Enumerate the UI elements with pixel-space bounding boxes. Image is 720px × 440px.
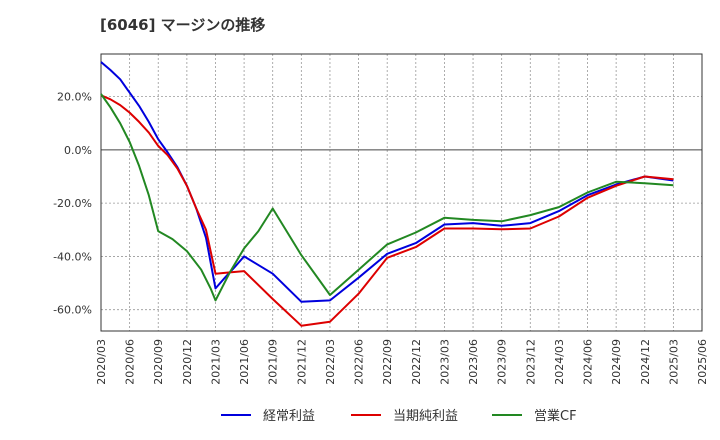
x-tick-label: 2020/09 (152, 339, 165, 385)
legend-label-2: 当期純利益 (393, 409, 458, 424)
y-tick-labels: 20.0% 0.0% -20.0% -40.0% -60.0% (53, 91, 92, 317)
x-tick-label: 2024/03 (553, 339, 566, 385)
x-tick-label: 2023/03 (438, 339, 451, 385)
y-tick-label: 20.0% (57, 91, 92, 104)
x-tick-label: 2023/06 (467, 339, 480, 385)
x-tick-label: 2020/03 (95, 339, 108, 385)
y-tick-label: -20.0% (53, 197, 92, 210)
x-tick-label: 2025/06 (696, 339, 709, 385)
x-tick-label: 2025/03 (667, 339, 680, 385)
x-tick-labels: 2020/03 2020/06 2020/09 2020/12 2021/03 2021/… (95, 339, 709, 385)
x-tick-label: 2024/12 (639, 339, 652, 385)
series-line-3 (100, 93, 674, 302)
y-tick-label: 0.0% (64, 144, 92, 157)
x-tick-label: 2022/03 (324, 339, 337, 385)
grid-layer (100, 54, 703, 331)
legend-label-3: 営業CF (534, 408, 577, 424)
series-line-2 (100, 94, 674, 327)
x-tick-label: 2022/06 (353, 339, 366, 385)
x-tick-label: 2021/06 (238, 339, 251, 385)
x-tick-label: 2021/12 (295, 339, 308, 385)
y-tick-label: -40.0% (53, 250, 92, 263)
series-line-1 (100, 61, 674, 303)
x-tick-label: 2023/09 (496, 339, 509, 385)
x-tick-label: 2021/09 (267, 339, 280, 385)
x-tick-label: 2024/09 (610, 339, 623, 385)
series-layer (100, 61, 674, 327)
x-tick-label: 2024/06 (582, 339, 595, 385)
x-tick-label: 2022/12 (410, 339, 423, 385)
x-tick-label: 2020/06 (124, 339, 137, 385)
chart-legend: 経常利益 当期純利益 営業CF (221, 408, 577, 424)
plot-area-border (100, 53, 703, 332)
axis-layer (100, 53, 703, 332)
y-tick-label: -60.0% (53, 304, 92, 317)
chart-title: [6046] マージンの推移 (100, 16, 266, 34)
x-tick-label: 2021/03 (209, 339, 222, 385)
legend-label-1: 経常利益 (263, 409, 315, 424)
x-tick-label: 2023/12 (524, 339, 537, 385)
x-tick-label: 2020/12 (181, 339, 194, 385)
x-tick-label: 2022/09 (381, 339, 394, 385)
